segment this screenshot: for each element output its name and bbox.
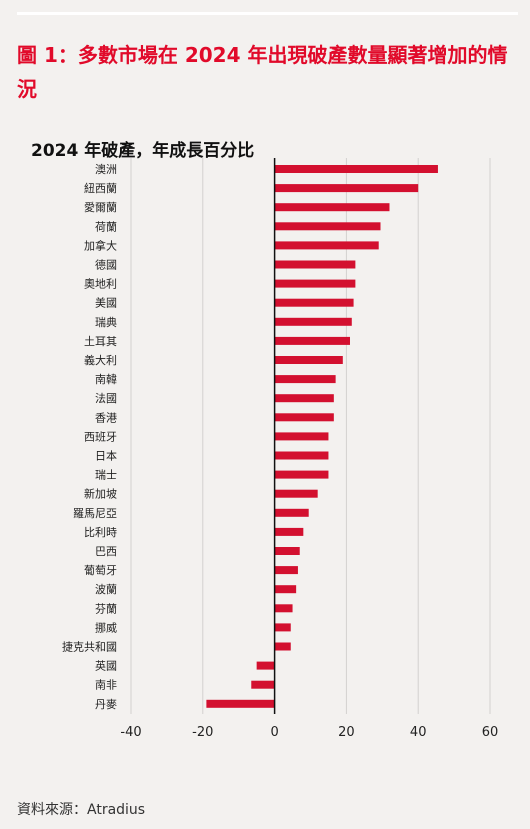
category-label: 瑞士 <box>95 468 117 482</box>
category-label: 愛爾蘭 <box>84 201 117 214</box>
top-rule <box>17 12 518 15</box>
bar <box>274 241 379 250</box>
category-label: 南非 <box>95 679 117 692</box>
x-tick-label: 0 <box>270 725 278 740</box>
category-label: 羅馬尼亞 <box>73 507 117 520</box>
bar <box>274 432 329 441</box>
category-label: 美國 <box>95 297 117 310</box>
bar <box>274 508 309 517</box>
bar <box>274 375 336 384</box>
x-tick-label: 60 <box>482 725 499 740</box>
category-label: 南韓 <box>95 373 117 386</box>
category-label: 澳洲 <box>95 163 117 176</box>
bar <box>274 184 419 193</box>
bar <box>274 298 354 307</box>
category-label: 捷克共和國 <box>62 640 117 654</box>
category-label: 巴西 <box>95 545 117 558</box>
x-tick-label: 40 <box>410 725 427 740</box>
category-label: 波蘭 <box>95 583 117 596</box>
category-label: 比利時 <box>84 526 117 539</box>
bar <box>274 203 390 212</box>
category-label: 芬蘭 <box>95 602 117 615</box>
bar-chart: 澳洲紐西蘭愛爾蘭荷蘭加拿大德國奧地利美國瑞典土耳其義大利南韓法國香港西班牙日本瑞… <box>62 158 499 740</box>
category-label: 挪威 <box>95 620 117 634</box>
bar <box>274 356 343 364</box>
bar <box>274 547 300 555</box>
category-label: 紐西蘭 <box>84 182 117 195</box>
category-label: 日本 <box>95 449 117 463</box>
category-label: 土耳其 <box>84 335 117 348</box>
bar <box>274 394 334 403</box>
bar <box>274 317 352 326</box>
category-label: 葡萄牙 <box>84 564 117 577</box>
category-label: 法國 <box>95 391 117 405</box>
category-label: 西班牙 <box>84 430 117 443</box>
bar <box>206 699 275 708</box>
bar <box>274 623 291 632</box>
source-note: 資料來源：Atradius <box>17 802 146 818</box>
bar <box>274 604 293 613</box>
bar <box>274 413 334 422</box>
category-label: 丹麥 <box>95 698 117 711</box>
category-label: 英國 <box>95 659 117 673</box>
bar <box>274 470 329 479</box>
bar <box>274 585 297 594</box>
bar <box>274 527 304 536</box>
category-label: 新加坡 <box>84 487 117 501</box>
category-label: 義大利 <box>84 353 117 367</box>
bar <box>274 642 291 651</box>
x-tick-label: -20 <box>192 725 213 740</box>
bar <box>274 260 356 269</box>
bar <box>274 451 329 460</box>
category-label: 加拿大 <box>84 238 117 252</box>
category-label: 奧地利 <box>84 278 117 291</box>
bar <box>274 165 438 173</box>
bar <box>274 489 318 498</box>
bar <box>256 661 275 670</box>
bar <box>251 680 275 689</box>
bar <box>274 222 381 231</box>
category-label: 香港 <box>95 411 117 424</box>
x-tick-label: 20 <box>338 725 355 740</box>
bar <box>274 279 356 288</box>
x-tick-label: -40 <box>120 725 141 740</box>
bar <box>274 336 350 345</box>
bar <box>274 566 298 575</box>
figure-title: 圖 1：多數市場在 2024 年出現破產數量顯著增加的情況 <box>17 43 508 101</box>
chart-title: 2024 年破產，年成長百分比 <box>31 141 255 161</box>
category-label: 德國 <box>95 258 117 272</box>
category-label: 荷蘭 <box>95 220 117 233</box>
category-label: 瑞典 <box>95 315 117 329</box>
